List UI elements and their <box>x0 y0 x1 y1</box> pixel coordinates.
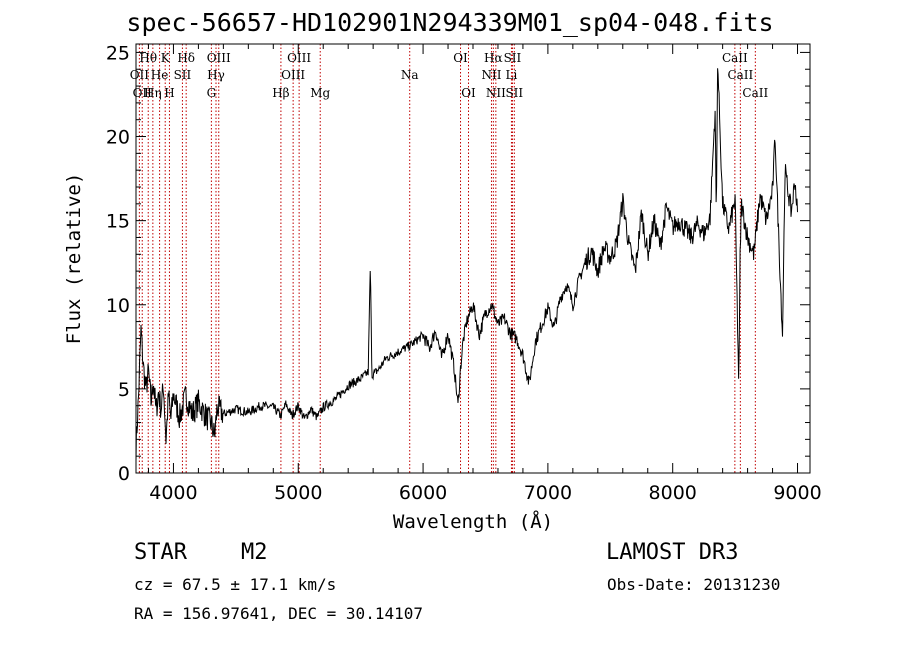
redshift-velocity: cz = 67.5 ± 17.1 km/s <box>134 575 337 594</box>
plot-frame <box>135 43 811 474</box>
coordinates: RA = 156.97641, DEC = 30.14107 <box>134 604 423 623</box>
spectrum-series <box>135 68 798 462</box>
emission-line-labels: OIIOIIHθHηHeKHSIIHδGHγOIIIHβOIIIOIIIMgNa… <box>130 51 769 100</box>
line-label: CaII <box>727 68 753 82</box>
line-label: CaII <box>742 86 768 100</box>
line-label: Hη <box>144 86 162 100</box>
line-label: OIII <box>287 51 311 65</box>
y-tick-label: 15 <box>106 211 130 233</box>
x-tick-label: 4000 <box>149 482 197 504</box>
line-label: OIII <box>207 51 231 65</box>
line-label: OI <box>461 86 476 100</box>
line-label: SII <box>504 51 522 65</box>
line-label: NII <box>486 86 506 100</box>
line-label: NII <box>481 68 501 82</box>
x-tick-label: 8000 <box>649 482 697 504</box>
observation-date: Obs-Date: 20131230 <box>607 575 781 594</box>
x-tick-label: 5000 <box>274 482 322 504</box>
line-label: Li <box>506 68 518 82</box>
line-label: SII <box>505 86 523 100</box>
line-label: Hθ <box>139 51 157 65</box>
line-label: G <box>207 86 217 100</box>
line-label: OIII <box>281 68 305 82</box>
line-label: He <box>151 68 169 82</box>
y-tick-label: 0 <box>118 463 130 485</box>
line-label: H <box>164 86 174 100</box>
line-label: CaII <box>722 51 748 65</box>
object-subclass: M2 <box>241 540 268 565</box>
line-label: K <box>161 51 171 65</box>
line-label: Na <box>401 68 419 82</box>
x-tick-label: 7000 <box>524 482 572 504</box>
survey-name: LAMOST DR3 <box>606 540 739 565</box>
line-label: OII <box>133 86 153 100</box>
line-label: OI <box>453 51 468 65</box>
object-class: STAR <box>134 540 187 565</box>
chart-title: spec-56657-HD102901N294339M01_sp04-048.f… <box>126 8 774 37</box>
emission-line-markers <box>138 44 756 473</box>
y-tick-label: 20 <box>106 127 130 149</box>
y-axis-label: Flux (relative) <box>63 173 85 345</box>
y-tick-label: 5 <box>118 379 130 401</box>
x-tick-label: 9000 <box>773 482 821 504</box>
x-tick-label: 6000 <box>399 482 447 504</box>
x-axis-label: Wavelength (Å) <box>393 510 553 533</box>
line-label: Hβ <box>272 86 289 100</box>
line-label: Hα <box>484 51 503 65</box>
y-tick-label: 10 <box>106 295 130 317</box>
y-tick-label: 25 <box>106 42 130 64</box>
line-label: SII <box>174 68 192 82</box>
line-label: Hδ <box>177 51 195 65</box>
line-label: Mg <box>310 86 330 100</box>
line-label: Hγ <box>207 68 225 82</box>
axis-ticks: 4000 5000 6000 7000 8000 9000 0 5 10 15 20 25 <box>106 42 822 504</box>
line-label: OII <box>130 68 150 82</box>
